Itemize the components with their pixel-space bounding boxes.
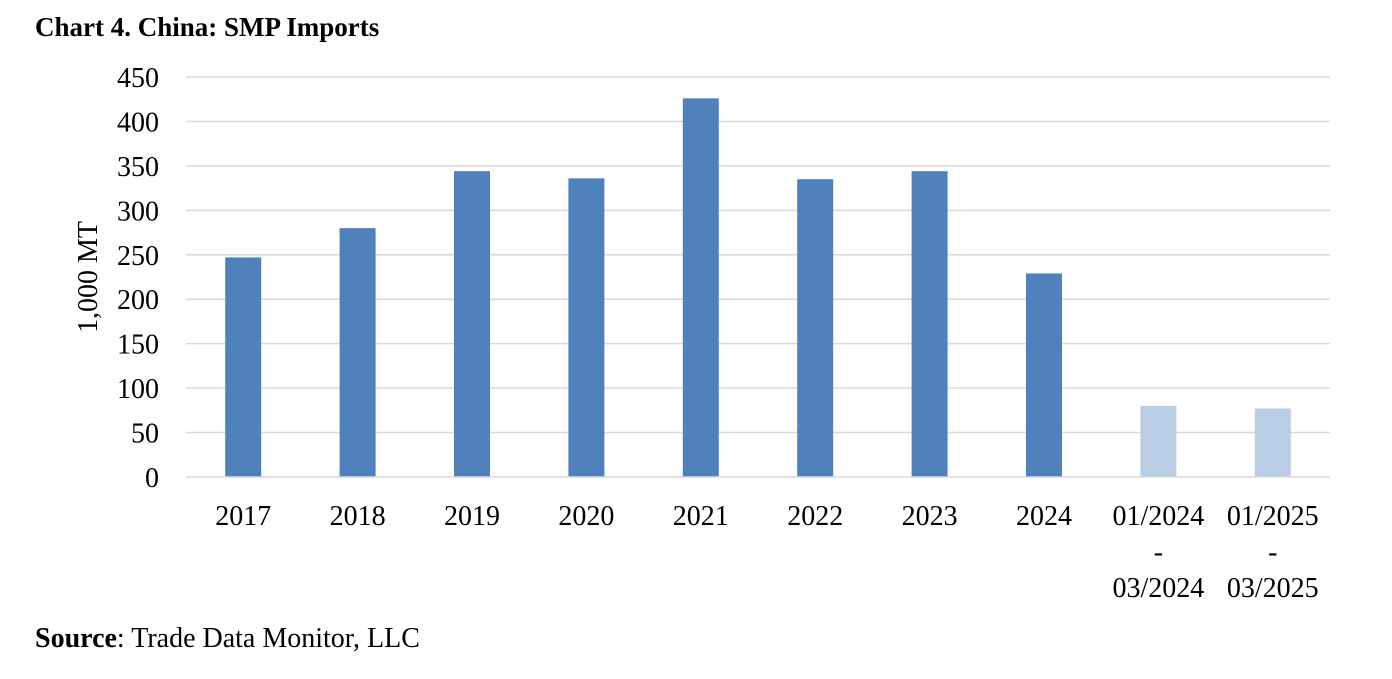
y-axis-title: 1,000 MT [73,221,104,333]
x-tick-label: 2017 [215,501,271,532]
bar-2023 [911,171,948,477]
y-tick-label: 50 [131,419,159,450]
source-note: Source: Trade Data Monitor, LLC [35,623,420,655]
x-tick-label: 01/2024 [1113,501,1205,532]
y-tick-label: 400 [117,107,159,138]
x-tick-label: - [1154,537,1163,568]
bar-2019 [454,171,490,477]
y-tick-label: 100 [117,374,159,405]
x-tick-label: 2024 [1016,501,1072,532]
bars [225,98,1291,478]
x-tick-label: 2019 [444,501,500,532]
y-tick-label: 0 [145,463,159,494]
bar-2021 [682,98,719,477]
x-tick-label: - [1268,537,1277,568]
x-tick-label: 2018 [330,501,386,532]
y-tick-label: 450 [117,63,159,94]
y-tick-label: 300 [117,196,159,227]
x-tick-label: 2022 [787,501,843,532]
source-text: : Trade Data Monitor, LLC [116,623,420,654]
gridlines [186,76,1330,434]
bar-2017 [225,257,262,477]
x-tick-label: 2021 [673,501,729,532]
y-tick-label: 350 [117,152,159,183]
bar-01/2025 - 03/2025 [1254,408,1291,477]
y-tick-labels: 0 50 100 150 200 250 300 350 400 450 [117,63,159,494]
x-tick-labels: 2017 2018 2019 2020 2021 2022 2023 2024 01/2024 -… [215,501,1318,604]
y-tick-label: 200 [117,285,159,316]
x-tick-label: 2020 [558,501,614,532]
chart-title: Chart 4. China: SMP Imports [35,12,380,42]
x-tick-label: 03/2025 [1227,573,1319,604]
y-tick-label: 250 [117,241,159,272]
bar-2020 [568,178,605,478]
bar-2018 [339,228,376,477]
x-tick-label: 01/2025 [1227,501,1319,532]
y-tick-label: 150 [117,330,159,361]
bar-2022 [797,179,834,477]
source-label: Source [35,623,117,654]
x-tick-label: 2023 [902,501,958,532]
bar-01/2024 - 03/2024 [1140,405,1177,477]
x-tick-label: 03/2024 [1113,573,1205,604]
bar-2024 [1026,273,1062,477]
